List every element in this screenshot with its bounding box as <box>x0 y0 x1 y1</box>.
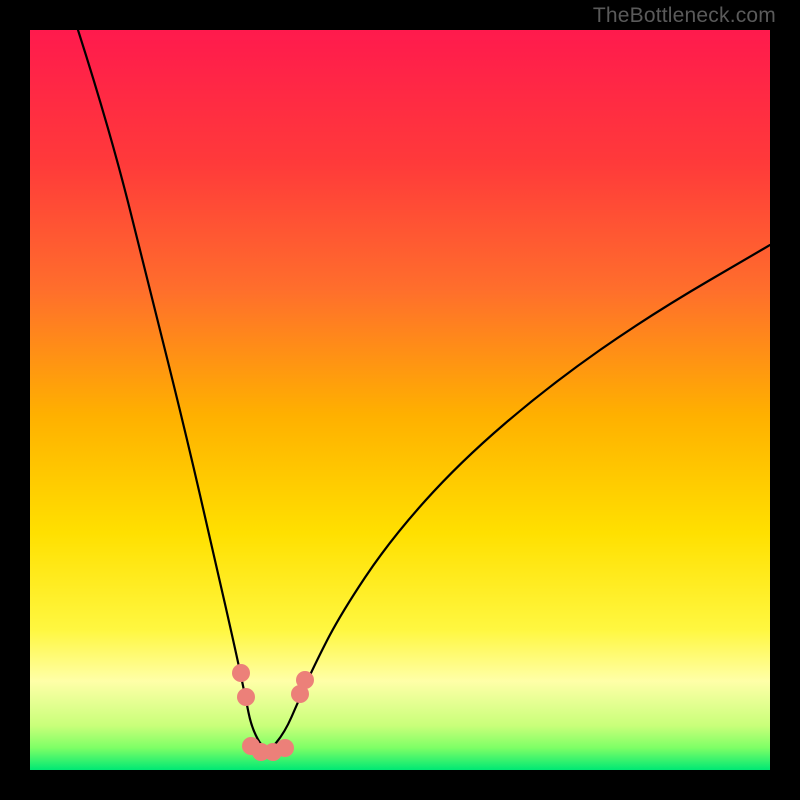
marker-point <box>276 739 294 757</box>
marker-point <box>232 664 250 682</box>
chart-svg <box>30 30 770 770</box>
watermark-text: TheBottleneck.com <box>593 4 776 28</box>
gradient-background <box>30 30 770 770</box>
bottleneck-chart <box>30 30 770 770</box>
marker-point <box>296 671 314 689</box>
marker-point <box>237 688 255 706</box>
